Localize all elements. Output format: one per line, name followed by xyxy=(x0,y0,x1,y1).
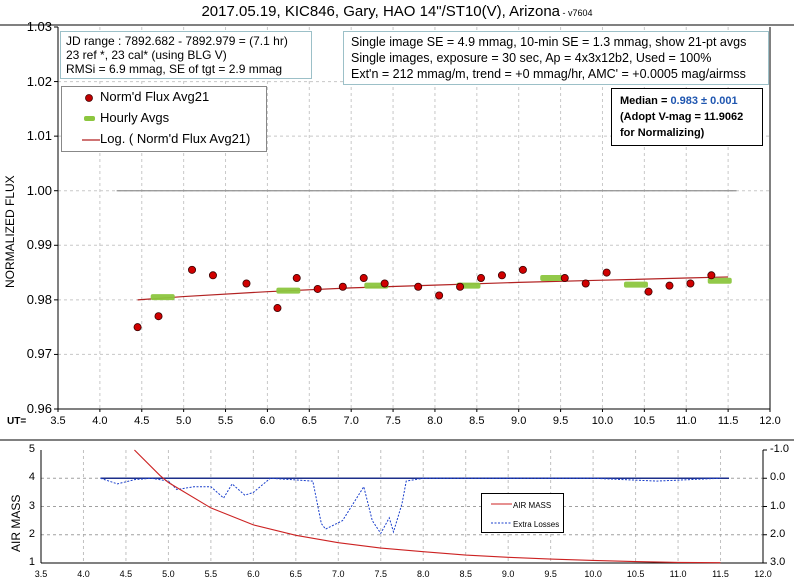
top-y-axis-title: NORMALIZED FLUX xyxy=(3,175,17,288)
y2-tick-label: 3.0 xyxy=(770,556,786,568)
bottom-y-axis-title: AIR MASS xyxy=(9,494,23,552)
red-dot-icon xyxy=(85,94,93,102)
y-tick-label: 3 xyxy=(28,499,35,512)
ut-label: UT= xyxy=(7,416,27,427)
x-tick-label: 6.5 xyxy=(289,569,303,579)
y-tick-label: 0.98 xyxy=(26,291,52,307)
legend-top: Norm'd Flux Avg21 Hourly Avgs Log. ( Nor… xyxy=(61,86,267,152)
rms-text: RMSi = 6.9 mmag, SE of tgt = 2.9 mmag xyxy=(66,62,283,76)
x-tick-label: 10.5 xyxy=(633,415,656,427)
x-tick-label: 9.0 xyxy=(501,569,515,579)
legend-label: Norm'd Flux Avg21 xyxy=(100,89,210,104)
exposure-text: Single images, exposure = 30 sec, Ap = 4… xyxy=(351,51,712,65)
x-tick-label: 5.5 xyxy=(204,569,218,579)
y-tick-label: 0.96 xyxy=(26,401,52,416)
median-label: Median = xyxy=(620,95,671,107)
y-tick-label: 1.03 xyxy=(26,19,52,34)
x-tick-label: 11.5 xyxy=(717,415,739,427)
red-line-icon xyxy=(82,139,100,141)
x-tick-label: 5.5 xyxy=(217,415,234,427)
y2-tick-label: -1.0 xyxy=(770,443,789,455)
se-text: Single image SE = 4.9 mmag, 10-min SE = … xyxy=(351,35,747,49)
info-box-right: Single image SE = 4.9 mmag, 10-min SE = … xyxy=(343,31,769,85)
x-tick-label: 10.5 xyxy=(626,569,645,579)
y-tick-label: 1 xyxy=(28,556,35,568)
legend-bottom: AIR MASS Extra Losses xyxy=(481,493,564,533)
version-text: - v7604 xyxy=(560,8,593,18)
y-tick-label: 0.99 xyxy=(26,237,52,253)
y-tick-label: 1.02 xyxy=(26,73,52,89)
x-tick-label: 7.5 xyxy=(385,415,401,427)
legend-item-log: Log. ( Norm'd Flux Avg21) xyxy=(62,130,266,150)
x-tick-label: 6.5 xyxy=(301,415,317,427)
x-tick-label: 8.0 xyxy=(427,415,443,427)
legend-item-hourly: Hourly Avgs xyxy=(62,109,266,129)
y2-tick-label: 2.0 xyxy=(770,527,786,540)
x-tick-label: 3.5 xyxy=(34,569,48,579)
legend-label: Hourly Avgs xyxy=(100,110,170,125)
extinction-text: Ext'n = 212 mmag/m, trend = +0 mmag/hr, … xyxy=(351,67,746,81)
x-tick-label: 10.0 xyxy=(584,569,602,579)
x-tick-label: 6.0 xyxy=(247,569,260,579)
legend-item-flux: Norm'd Flux Avg21 xyxy=(62,88,266,108)
x-tick-label: 7.0 xyxy=(332,569,345,579)
x-tick-label: 5.0 xyxy=(175,415,192,427)
y2-tick-label: 0.0 xyxy=(770,471,786,484)
x-tick-label: 12.0 xyxy=(754,569,772,579)
x-tick-label: 11.0 xyxy=(669,569,687,579)
median-value: 0.983 ± 0.001 xyxy=(670,95,738,107)
legend-label-losses: Extra Losses xyxy=(513,520,560,529)
y-tick-label: 1.01 xyxy=(26,128,52,144)
legend-label-airmass: AIR MASS xyxy=(513,501,552,510)
median-box: Median = 0.983 ± 0.001 (Adopt V-mag = 11… xyxy=(611,88,763,146)
y-tick-label: 2 xyxy=(28,527,35,540)
x-tick-label: 9.5 xyxy=(552,415,569,427)
x-tick-label: 11.5 xyxy=(712,569,729,579)
x-tick-label: 6.0 xyxy=(259,415,276,427)
title-text: 2017.05.19, KIC846, Gary, HAO 14"/ST10(V… xyxy=(201,3,561,20)
x-tick-label: 4.5 xyxy=(119,569,133,579)
ref-count-text: 23 ref *, 23 cal* (using BLG V) xyxy=(66,48,227,62)
jd-range-text: JD range : 7892.682 - 7892.979 = (7.1 hr… xyxy=(66,34,288,48)
normalizing-text: for Normalizing) xyxy=(620,127,705,139)
x-tick-label: 9.5 xyxy=(544,569,557,579)
x-tick-label: 11.0 xyxy=(675,415,697,427)
x-tick-label: 10.0 xyxy=(591,415,614,427)
legend-bottom-icons xyxy=(491,503,512,524)
x-tick-label: 8.5 xyxy=(459,569,472,579)
info-box-left: JD range : 7892.682 - 7892.979 = (7.1 hr… xyxy=(60,31,312,79)
x-tick-label: 4.5 xyxy=(134,415,150,427)
x-tick-label: 5.0 xyxy=(162,569,175,579)
x-tick-label: 8.5 xyxy=(469,415,485,427)
y-tick-label: 1.00 xyxy=(26,182,52,198)
y-tick-label: 0.97 xyxy=(26,346,52,362)
chart-title: 2017.05.19, KIC846, Gary, HAO 14"/ST10(V… xyxy=(0,3,794,20)
x-tick-label: 3.5 xyxy=(50,415,66,427)
x-tick-label: 9.0 xyxy=(511,415,527,427)
x-tick-label: 4.0 xyxy=(77,569,90,579)
x-tick-label: 12.0 xyxy=(759,415,781,427)
x-tick-label: 7.0 xyxy=(343,415,359,427)
y2-tick-label: 1.0 xyxy=(770,499,786,512)
y-tick-label: 4 xyxy=(28,471,35,484)
legend-label: Log. ( Norm'd Flux Avg21) xyxy=(100,131,251,146)
x-tick-label: 8.0 xyxy=(416,569,430,579)
y-tick-label: 5 xyxy=(28,443,35,455)
adopt-vmag-text: (Adopt V-mag = 11.9062 xyxy=(620,111,744,123)
x-tick-label: 7.5 xyxy=(374,569,387,579)
x-tick-label: 4.0 xyxy=(92,415,108,427)
green-bar-icon xyxy=(84,116,95,121)
